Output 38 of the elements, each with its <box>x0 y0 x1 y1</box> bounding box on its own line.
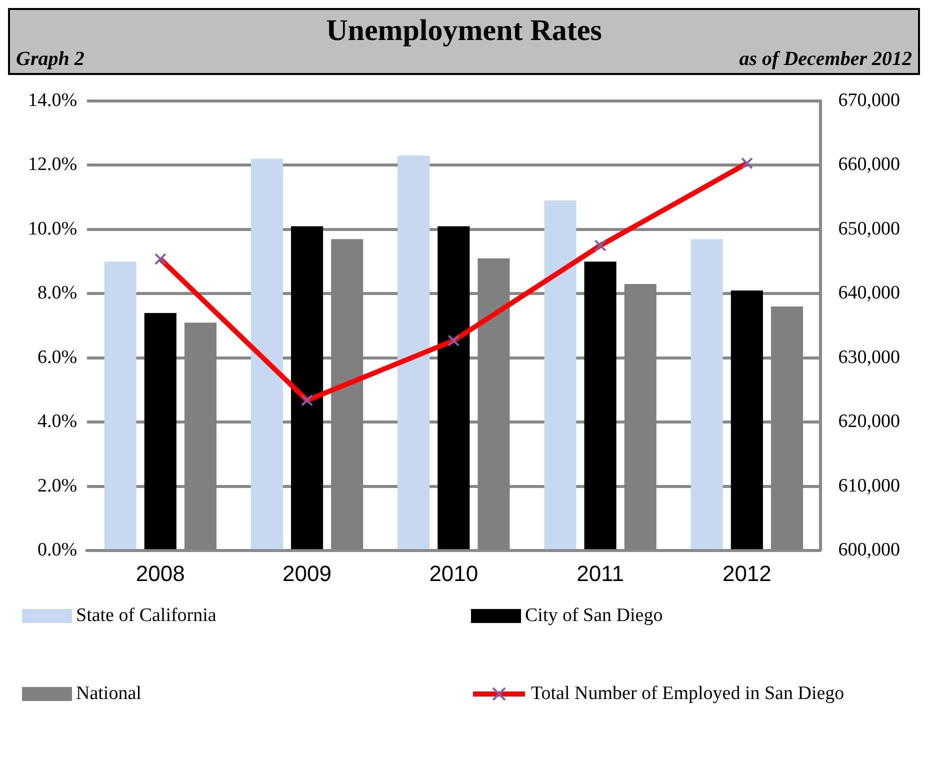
x-tick-label: 2009 <box>282 560 332 586</box>
y2-tick-label: 610,000 <box>838 475 900 496</box>
y2-tick-label: 660,000 <box>838 154 900 176</box>
legend-label: State of California <box>76 605 216 627</box>
chart-subtitle: Graph 2 <box>16 48 84 71</box>
y2-tick-label: 630,000 <box>838 346 900 368</box>
bar <box>438 226 470 550</box>
bar <box>584 262 616 550</box>
chart-title: Unemployment Rates <box>325 14 603 48</box>
y-tick-label: 2.0% <box>38 475 78 496</box>
legend-label: Total Number of Employed in San Diego <box>531 683 844 705</box>
bar <box>290 226 324 550</box>
y2-tick-label: 600,000 <box>838 540 900 561</box>
x-tick-label: 2012 <box>722 560 772 586</box>
bar <box>144 312 176 550</box>
bar <box>250 158 283 550</box>
bar <box>104 262 136 550</box>
y-tick-label: 4.0% <box>38 411 78 432</box>
legend-label: City of San Diego <box>525 605 663 627</box>
y-tick-label: 14.0% <box>28 90 78 111</box>
bar <box>544 200 576 550</box>
bar <box>730 290 763 550</box>
x-tick-label: 2011 <box>576 560 624 586</box>
y-tick-label: 8.0% <box>38 282 78 304</box>
bar <box>398 156 430 550</box>
text: as of December 2012 <box>739 48 912 71</box>
x-tick-label: 2010 <box>429 560 478 586</box>
y-tick-label: 12.0% <box>28 154 78 176</box>
x-tick-label: 2008 <box>136 560 185 586</box>
y-tick-label: 6.0% <box>38 346 78 368</box>
y2-tick-label: 650,000 <box>838 218 900 240</box>
bar <box>690 239 723 550</box>
y2-tick-label: 670,000 <box>838 90 900 111</box>
y-tick-label: 0.0% <box>38 540 78 561</box>
legend-label: National <box>76 683 142 705</box>
y-tick-label: 10.0% <box>28 218 78 240</box>
y2-tick-label: 640,000 <box>838 282 900 304</box>
y2-tick-label: 620,000 <box>838 411 900 432</box>
